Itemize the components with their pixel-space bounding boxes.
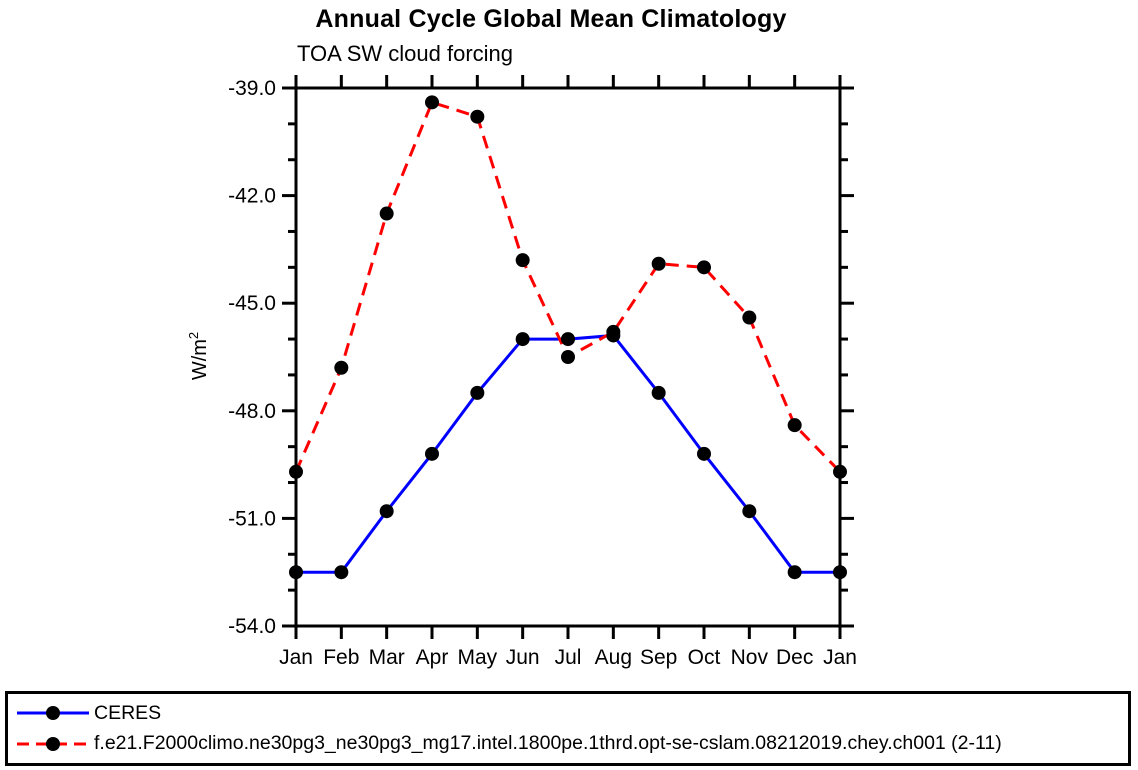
- model-marker: [697, 260, 711, 275]
- month-label: May: [457, 646, 497, 669]
- plot-frame: [294, 86, 842, 628]
- y-tick-label: -45.0: [228, 292, 276, 315]
- plot-area: Jan Feb Mar Apr May Jun Jul Aug Sep Oct Nov Dec Jan-…: [228, 75, 857, 669]
- ceres-marker: [379, 504, 394, 519]
- month-label: Aug: [595, 646, 632, 669]
- model-marker: [379, 206, 394, 221]
- ceres-marker: [697, 446, 711, 461]
- legend-marker-ceres: [46, 706, 60, 721]
- month-label: Jan: [823, 646, 857, 669]
- legend-item-ceres: CERES: [14, 702, 1128, 725]
- model-marker: [742, 310, 757, 325]
- ceres-marker: [787, 565, 802, 580]
- y-tick-label: -48.0: [228, 400, 276, 423]
- ceres-marker: [833, 565, 847, 580]
- ceres-marker: [515, 332, 530, 347]
- y-tick-label: -39.0: [228, 77, 276, 100]
- model-marker: [289, 464, 303, 479]
- month-label: Jul: [555, 646, 582, 669]
- legend-label-ceres: CERES: [94, 701, 162, 724]
- month-label: Mar: [369, 646, 405, 669]
- month-label: Feb: [323, 646, 359, 669]
- model-marker: [470, 109, 485, 124]
- model-marker: [606, 324, 621, 339]
- month-label: Oct: [688, 646, 721, 669]
- legend-swatch-model-line: [17, 736, 89, 751]
- ceres-marker: [334, 565, 349, 580]
- model-marker: [334, 360, 349, 375]
- model-marker: [425, 95, 439, 110]
- ceres-marker: [561, 332, 575, 347]
- y-tick-label: -54.0: [228, 615, 276, 638]
- y-tick-label: -42.0: [228, 185, 276, 208]
- legend-box: CERES f.e21.F2000climo.ne30pg3_ne30pg3_m…: [5, 691, 1131, 766]
- month-label: Sep: [640, 646, 677, 669]
- model-marker: [833, 464, 847, 479]
- legend-swatch-ceres-line: [17, 706, 89, 721]
- ceres-line: [296, 333, 840, 574]
- ceres-marker: [289, 565, 303, 580]
- month-label: Dec: [776, 646, 813, 669]
- legend-label-model: f.e21.F2000climo.ne30pg3_ne30pg3_mg17.in…: [94, 732, 1002, 755]
- ceres-marker: [742, 504, 757, 519]
- chart-subtitle: TOA SW cloud forcing: [297, 41, 514, 66]
- model-marker: [515, 253, 530, 268]
- month-label: Nov: [731, 646, 769, 669]
- model-marker: [651, 256, 666, 271]
- ceres-marker: [651, 385, 666, 400]
- month-label: Apr: [416, 646, 449, 669]
- month-label: Jan: [279, 646, 313, 669]
- legend-item-model: f.e21.F2000climo.ne30pg3_ne30pg3_mg17.in…: [14, 732, 1128, 755]
- month-label: Jun: [506, 646, 540, 669]
- ceres-marker: [470, 385, 485, 400]
- model-line: [294, 100, 842, 473]
- y-tick-label: -51.0: [228, 507, 276, 530]
- legend-marker-model: [46, 736, 60, 751]
- chart-title: Annual Cycle Global Mean Climatology: [315, 5, 787, 33]
- model-marker: [561, 350, 575, 364]
- ceres-marker: [425, 446, 439, 461]
- model-marker: [787, 418, 802, 433]
